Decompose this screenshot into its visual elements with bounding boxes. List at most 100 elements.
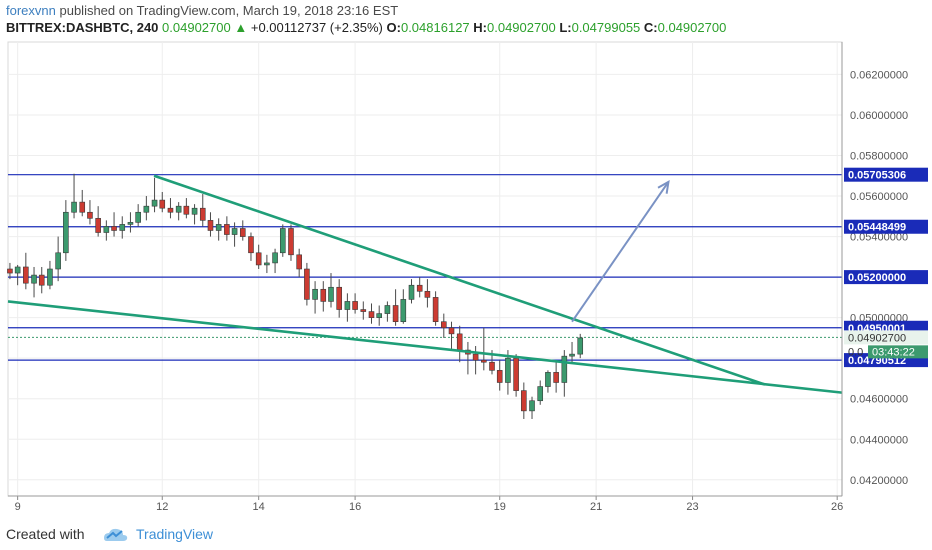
candle-down	[513, 357, 519, 391]
candle-up	[561, 355, 568, 383]
trendline	[7, 300, 843, 394]
chart-grid	[7, 41, 843, 497]
high-label: H:	[473, 20, 487, 35]
y-tick-label: 0.05600000	[850, 191, 908, 203]
price-labels: 0.057053060.054484990.052000000.04950001…	[844, 167, 928, 368]
candle-up	[14, 266, 21, 274]
candle-up	[384, 305, 391, 314]
candle-down	[432, 297, 439, 322]
candle-down	[304, 268, 310, 300]
close-label: C:	[643, 20, 658, 35]
candle-up	[135, 211, 141, 223]
candle-up	[55, 252, 61, 270]
candle-down	[392, 305, 399, 322]
open-label: O:	[386, 20, 401, 35]
candle-up	[47, 268, 53, 286]
x-tick-label: 21	[590, 501, 602, 513]
created-with-text: Created with	[6, 526, 85, 542]
candle-up	[545, 372, 551, 387]
price-change: +0.00112737 (+2.35%)	[250, 20, 383, 35]
low-value: 0.04799055	[571, 20, 641, 35]
ohlc-info: BITTREX:DASHBTC, 240 0.04902700 ▲ +0.001…	[6, 20, 726, 35]
candle-down	[456, 333, 463, 351]
candle-down	[424, 290, 431, 298]
candle-up	[344, 301, 351, 310]
x-tick-label: 12	[156, 501, 168, 513]
candle-up	[408, 284, 415, 300]
publish-info: forexvnn published on TradingView.com, M…	[6, 3, 398, 18]
x-tick-label: 19	[494, 501, 506, 513]
candle-down	[7, 268, 13, 274]
candle-down	[95, 218, 101, 233]
author-link[interactable]: forexvnn	[6, 3, 56, 18]
candle-down	[224, 224, 230, 235]
candle-down	[489, 361, 495, 371]
candle-down	[167, 207, 174, 213]
candle-down	[368, 311, 375, 318]
candle-up	[328, 286, 334, 302]
candle-down	[352, 301, 358, 310]
candle-up	[231, 228, 238, 235]
candle-down	[496, 370, 503, 383]
candle-down	[38, 274, 45, 286]
candles	[7, 173, 584, 419]
candle-down	[255, 252, 262, 266]
candle-up	[175, 205, 182, 213]
candle-down	[472, 353, 479, 361]
x-tick-label: 23	[686, 501, 698, 513]
y-tick-label: 0.04400000	[850, 434, 908, 446]
trendlines	[7, 174, 843, 394]
published-text: published on TradingView.com, March 19, …	[55, 3, 399, 18]
y-tick-label: 0.04600000	[850, 394, 908, 406]
x-tick-label: 9	[15, 501, 21, 513]
candle-down	[239, 228, 246, 237]
candle-down	[441, 321, 447, 329]
countdown-tag	[868, 345, 928, 359]
level-label: 0.05200000	[848, 272, 906, 284]
level-tag	[844, 270, 928, 285]
open-value: 0.04816127	[400, 20, 470, 35]
candle-down	[336, 286, 342, 310]
high-value: 0.04902700	[487, 20, 556, 35]
level-label: 0.05448499	[848, 222, 906, 234]
countdown-label: 03:43:22	[872, 346, 915, 358]
price-chart[interactable]: 0.042000000.044000000.046000000.04800000…	[0, 0, 932, 518]
candle-up	[529, 400, 535, 412]
candle-down	[79, 201, 86, 213]
candle-down	[521, 390, 527, 412]
candle-down	[360, 309, 367, 312]
candle-up	[151, 199, 158, 207]
candle-up	[127, 222, 134, 225]
target-arrow-head	[657, 179, 670, 194]
candle-up	[577, 337, 584, 355]
candle-up	[537, 386, 544, 402]
candle-up	[143, 205, 150, 213]
candle-up	[31, 274, 37, 284]
horizontal-levels	[8, 174, 842, 361]
tradingview-brand[interactable]: TradingView	[136, 526, 214, 542]
level-label: 0.05705306	[848, 170, 906, 182]
candle-down	[481, 359, 487, 363]
candle-down	[159, 199, 166, 209]
partial-price-label: 0.0	[848, 346, 863, 358]
candle-down	[199, 207, 206, 221]
candle-up	[119, 224, 126, 231]
candle-up	[191, 207, 198, 215]
candle-up	[272, 252, 278, 264]
candle-up	[569, 353, 575, 357]
candle-down	[248, 236, 254, 254]
current-price-label: 0.04902700	[848, 332, 906, 344]
candle-down	[183, 205, 190, 215]
trendline	[153, 174, 766, 386]
target-arrow-line	[571, 181, 670, 323]
y-tick-label: 0.05800000	[850, 151, 908, 163]
x-tick-label: 14	[253, 501, 265, 513]
candle-down	[320, 288, 327, 302]
y-tick-label: 0.04200000	[850, 475, 908, 487]
y-tick-label: 0.05400000	[850, 232, 908, 244]
candle-up	[376, 313, 382, 318]
current-price-tag	[844, 330, 928, 345]
close-value: 0.04902700	[657, 20, 727, 35]
last-price: 0.04902700	[162, 20, 231, 35]
candle-up	[264, 262, 270, 266]
